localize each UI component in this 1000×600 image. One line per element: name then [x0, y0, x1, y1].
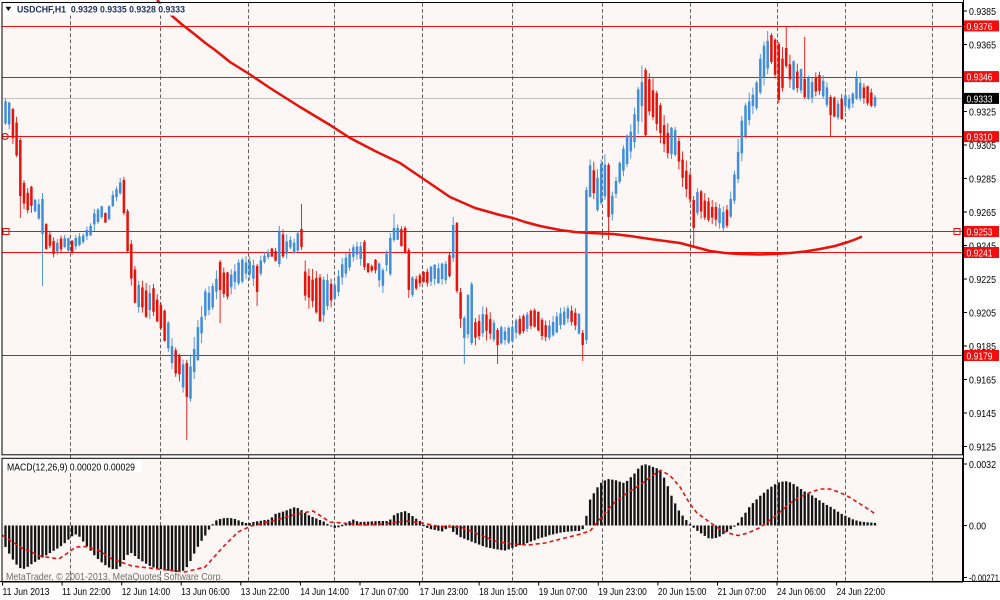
- svg-text:0.9165: 0.9165: [969, 375, 996, 387]
- svg-text:USDCHF,H1 0.9329 0.9335 0.932: USDCHF,H1 0.9329 0.9335 0.9328 0.9333: [17, 5, 185, 16]
- svg-text:13 Jun 22:00: 13 Jun 22:00: [241, 586, 290, 598]
- svg-text:18 Jun 15:00: 18 Jun 15:00: [479, 586, 528, 598]
- svg-text:0.9385: 0.9385: [969, 6, 996, 18]
- svg-text:0.9225: 0.9225: [969, 274, 996, 286]
- svg-text:0.9310: 0.9310: [967, 132, 993, 144]
- svg-text:0.9241: 0.9241: [967, 248, 993, 260]
- svg-text:0.9145: 0.9145: [969, 408, 996, 420]
- svg-text:-0.00271: -0.00271: [969, 573, 999, 585]
- svg-text:0.0032: 0.0032: [969, 459, 996, 471]
- svg-text:24 Jun 06:00: 24 Jun 06:00: [777, 586, 826, 598]
- svg-text:12 Jun 14:00: 12 Jun 14:00: [122, 586, 171, 598]
- svg-text:0.9305: 0.9305: [969, 140, 996, 152]
- svg-text:24 Jun 22:00: 24 Jun 22:00: [837, 586, 886, 598]
- svg-text:17 Jun 07:00: 17 Jun 07:00: [360, 586, 409, 598]
- svg-text:0.9265: 0.9265: [969, 207, 996, 219]
- svg-text:0.9205: 0.9205: [969, 308, 996, 320]
- svg-text:0.9365: 0.9365: [969, 40, 996, 52]
- svg-text:0.9285: 0.9285: [969, 174, 996, 186]
- svg-text:0.9346: 0.9346: [967, 72, 993, 84]
- svg-text:19 Jun 23:00: 19 Jun 23:00: [598, 586, 647, 598]
- svg-text:MACD(12,26,9) 0.00020 0.00029: MACD(12,26,9) 0.00020 0.00029: [7, 462, 135, 474]
- svg-text:20 Jun 15:00: 20 Jun 15:00: [658, 586, 707, 598]
- svg-text:11 Jun 2013: 11 Jun 2013: [3, 586, 50, 598]
- svg-text:0.9253: 0.9253: [967, 227, 993, 239]
- svg-text:0.00: 0.00: [969, 521, 986, 533]
- svg-text:MetaTrader, © 2001-2013, MetaQ: MetaTrader, © 2001-2013, MetaQuotes Soft…: [6, 571, 223, 583]
- svg-text:17 Jun 23:00: 17 Jun 23:00: [420, 586, 469, 598]
- svg-text:0.9179: 0.9179: [967, 351, 993, 363]
- svg-text:19 Jun 07:00: 19 Jun 07:00: [539, 586, 588, 598]
- svg-text:0.9325: 0.9325: [969, 107, 996, 119]
- svg-text:21 Jun 07:00: 21 Jun 07:00: [718, 586, 767, 598]
- svg-text:11 Jun 22:00: 11 Jun 22:00: [62, 586, 111, 598]
- svg-text:0.9376: 0.9376: [967, 21, 993, 33]
- svg-text:14 Jun 14:00: 14 Jun 14:00: [300, 586, 349, 598]
- svg-text:13 Jun 06:00: 13 Jun 06:00: [181, 586, 230, 598]
- svg-text:0.9333: 0.9333: [967, 93, 993, 105]
- svg-text:0.9125: 0.9125: [969, 442, 996, 454]
